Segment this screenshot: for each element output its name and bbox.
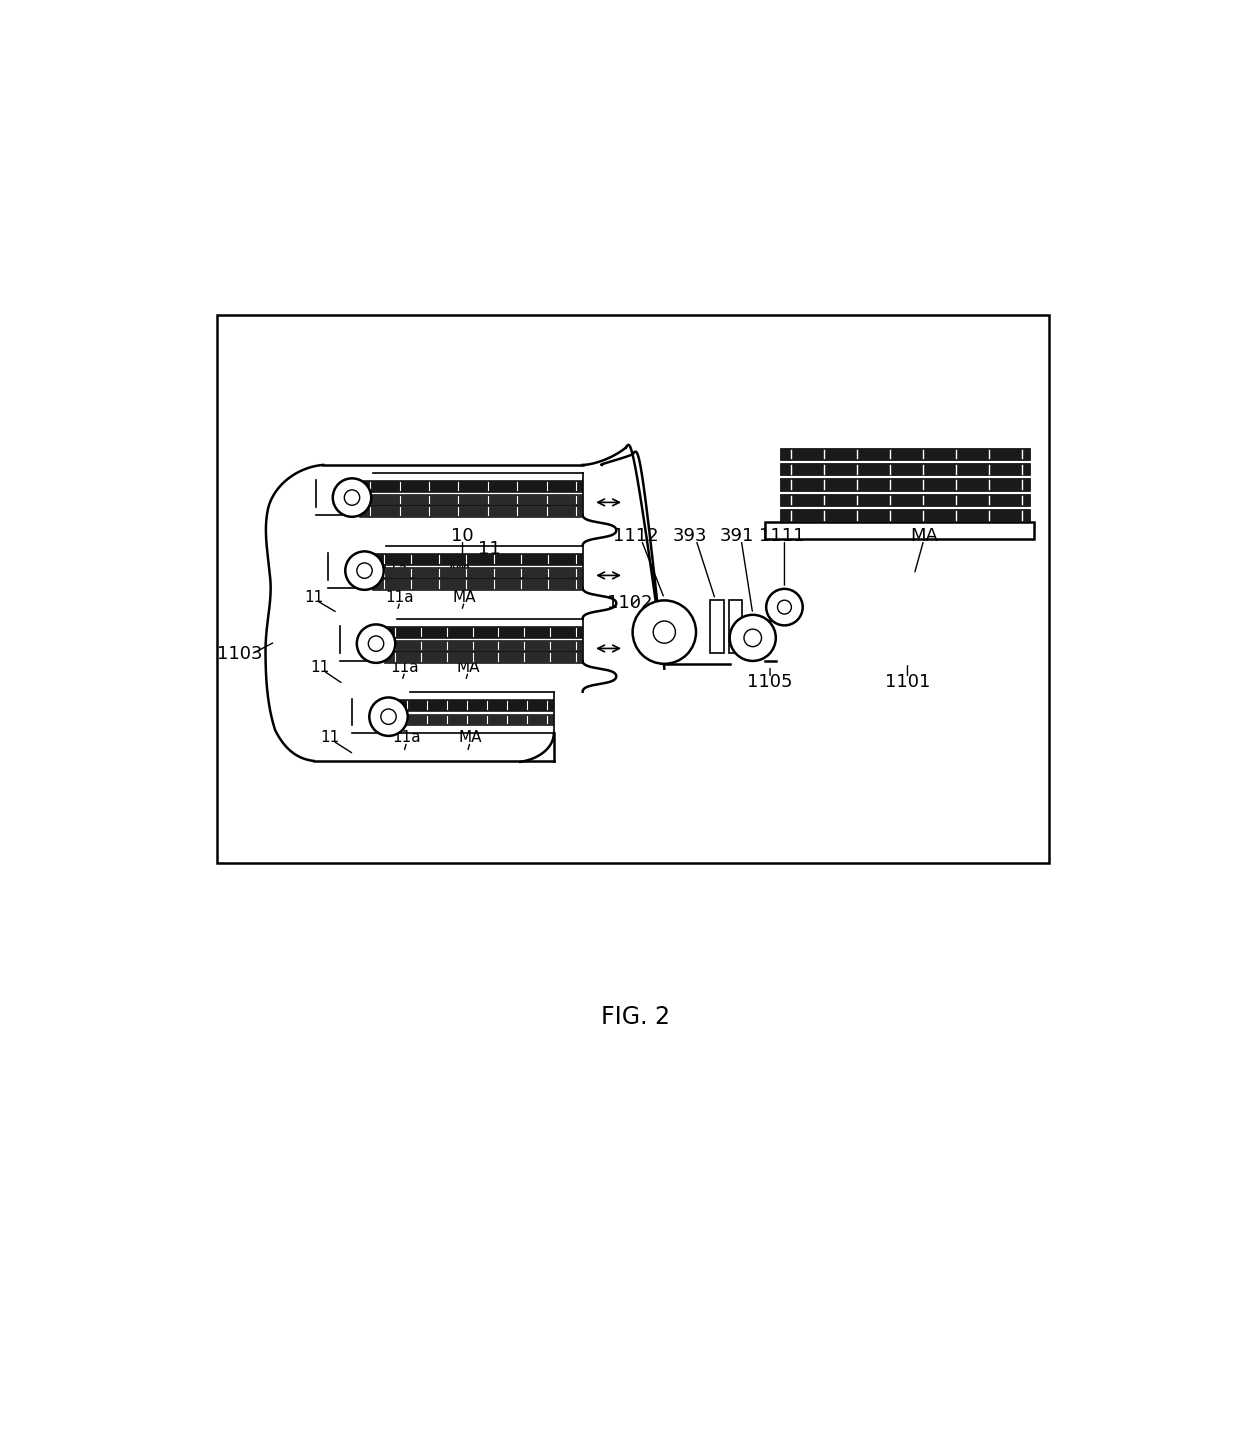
Bar bbox=[383, 652, 582, 663]
Circle shape bbox=[345, 490, 360, 505]
Text: 393: 393 bbox=[673, 526, 708, 545]
Text: 391: 391 bbox=[720, 526, 755, 545]
Text: 10: 10 bbox=[451, 526, 474, 545]
Bar bbox=[358, 480, 582, 492]
Text: 1102: 1102 bbox=[608, 594, 652, 613]
Bar bbox=[396, 699, 553, 711]
Text: 11a: 11a bbox=[393, 730, 422, 746]
Text: 11a: 11a bbox=[391, 660, 419, 675]
Bar bbox=[372, 554, 582, 565]
Circle shape bbox=[381, 709, 397, 724]
Bar bbox=[383, 640, 582, 652]
Bar bbox=[358, 493, 582, 505]
Bar bbox=[358, 505, 582, 516]
Circle shape bbox=[632, 600, 696, 663]
Text: 11: 11 bbox=[320, 730, 340, 746]
Bar bbox=[217, 314, 1049, 862]
Text: 11: 11 bbox=[479, 541, 501, 558]
Bar bbox=[711, 600, 724, 653]
Circle shape bbox=[766, 588, 802, 626]
Text: 1103: 1103 bbox=[217, 645, 263, 663]
Circle shape bbox=[357, 624, 396, 663]
Text: 11a: 11a bbox=[386, 590, 414, 606]
Text: MA: MA bbox=[449, 562, 472, 577]
Circle shape bbox=[653, 622, 676, 643]
Bar bbox=[780, 463, 1029, 476]
Text: 11: 11 bbox=[311, 660, 330, 675]
Bar bbox=[780, 479, 1029, 490]
Text: 11: 11 bbox=[304, 590, 324, 606]
Circle shape bbox=[729, 614, 776, 660]
Bar bbox=[396, 714, 553, 725]
Bar bbox=[780, 447, 1029, 460]
Bar bbox=[383, 626, 582, 637]
Bar bbox=[372, 578, 582, 590]
Circle shape bbox=[370, 698, 408, 735]
Circle shape bbox=[357, 562, 372, 578]
Bar bbox=[729, 600, 743, 653]
Bar bbox=[780, 509, 1029, 522]
Circle shape bbox=[368, 636, 383, 652]
Text: MA: MA bbox=[459, 730, 482, 746]
Circle shape bbox=[744, 629, 761, 646]
Text: FIG. 2: FIG. 2 bbox=[601, 1005, 670, 1028]
Text: MA: MA bbox=[456, 660, 480, 675]
Bar bbox=[765, 522, 1034, 539]
Bar bbox=[372, 567, 582, 578]
Text: MA: MA bbox=[910, 526, 937, 545]
Text: 1105: 1105 bbox=[748, 673, 792, 691]
Circle shape bbox=[332, 479, 371, 516]
Text: MA: MA bbox=[453, 590, 476, 606]
Bar bbox=[780, 493, 1029, 506]
Text: 11a: 11a bbox=[379, 562, 408, 577]
Text: 1112: 1112 bbox=[613, 526, 658, 545]
Circle shape bbox=[345, 551, 383, 590]
Circle shape bbox=[777, 600, 791, 614]
Text: 1111: 1111 bbox=[759, 526, 805, 545]
Text: 1101: 1101 bbox=[885, 673, 930, 691]
